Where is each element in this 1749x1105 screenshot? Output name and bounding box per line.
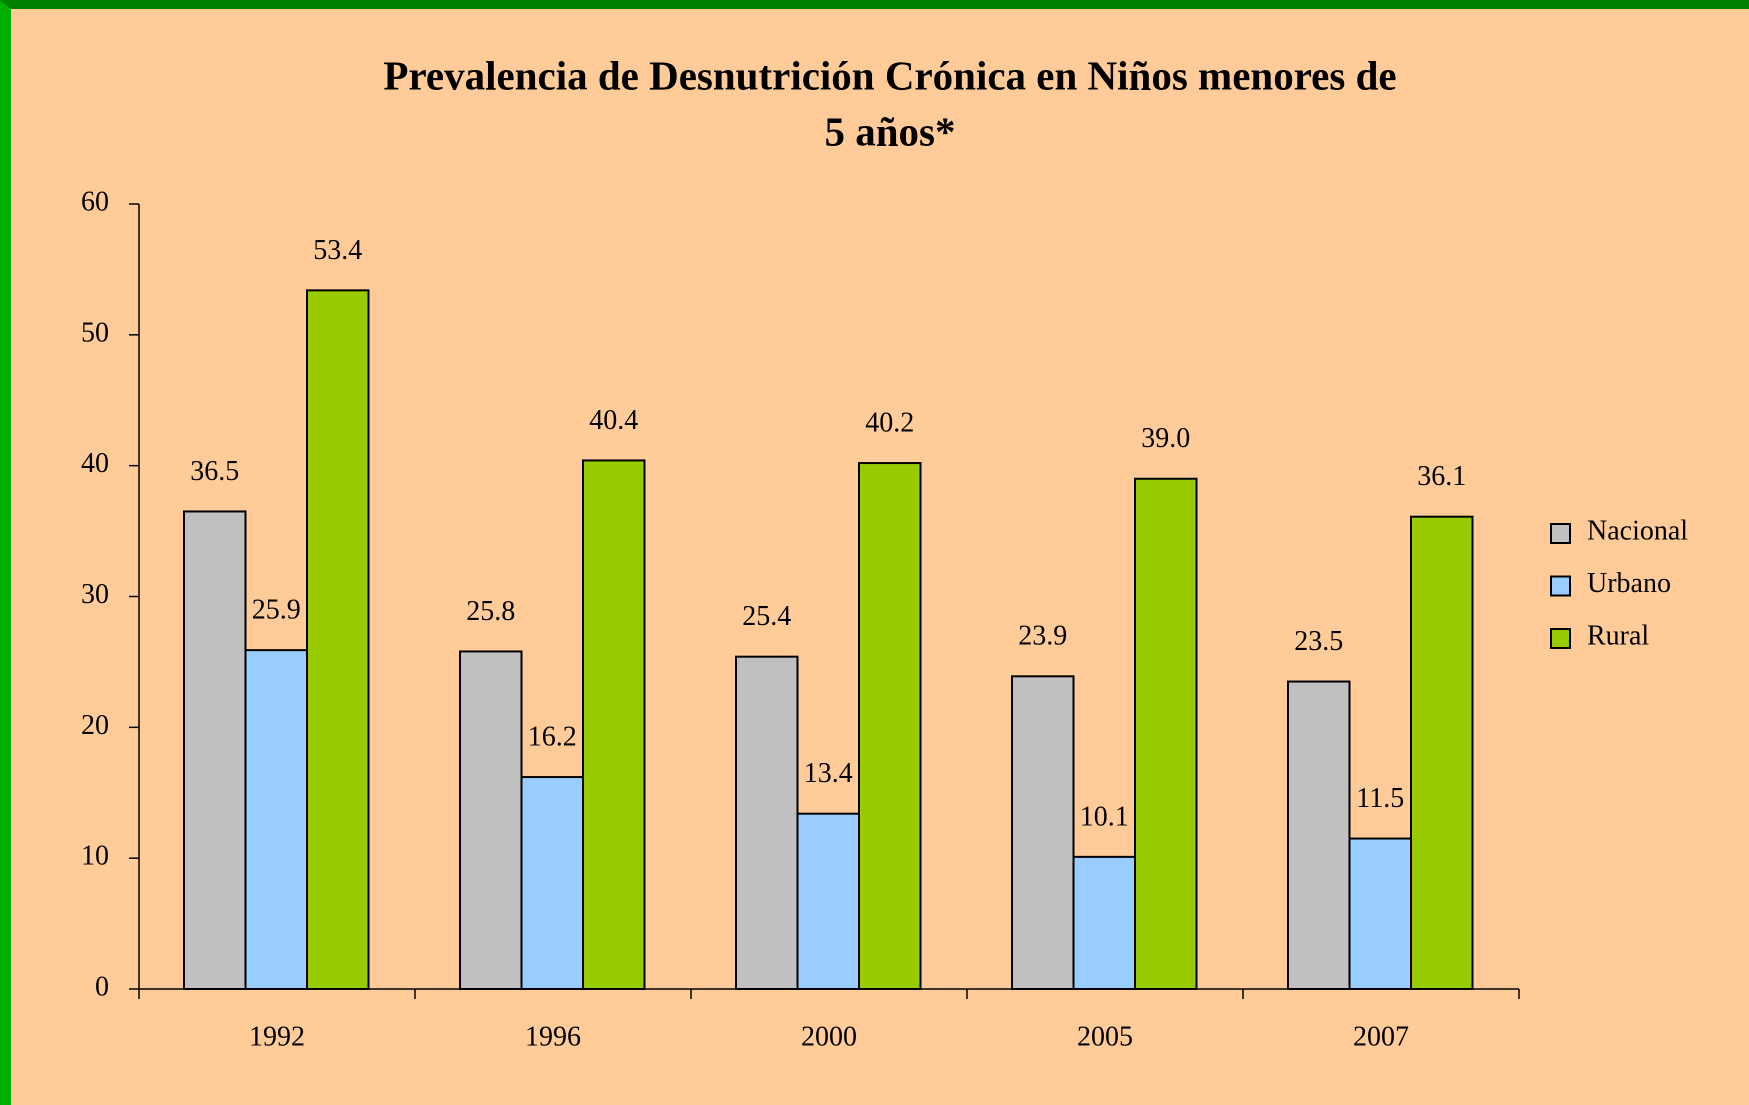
bar xyxy=(1134,477,1198,990)
data-label: 40.2 xyxy=(865,407,914,438)
legend-swatch xyxy=(1550,575,1571,597)
data-label: 23.5 xyxy=(1294,626,1343,657)
y-tick-label: 20 xyxy=(81,710,109,741)
y-tick-label: 60 xyxy=(81,186,109,217)
data-label: 36.5 xyxy=(190,456,239,487)
data-label: 13.4 xyxy=(804,758,853,789)
bar xyxy=(582,459,646,990)
chart-title: 5 años* xyxy=(824,108,955,154)
bar xyxy=(459,650,523,990)
x-tick-label: 1996 xyxy=(525,1021,581,1052)
x-tick-label: 2000 xyxy=(801,1021,857,1052)
x-tick-label: 2005 xyxy=(1077,1021,1133,1052)
data-label: 25.4 xyxy=(742,601,791,632)
legend-label: Nacional xyxy=(1587,515,1688,546)
bar xyxy=(244,649,308,990)
data-label: 25.9 xyxy=(252,595,301,626)
x-tick-label: 1992 xyxy=(249,1021,305,1052)
x-tick-label: 2007 xyxy=(1353,1021,1409,1052)
bar xyxy=(1072,855,1136,990)
bar xyxy=(858,462,922,990)
data-label: 23.9 xyxy=(1018,621,1067,652)
bar xyxy=(1011,675,1075,991)
data-label: 10.1 xyxy=(1080,801,1129,832)
legend-label: Urbano xyxy=(1587,568,1671,599)
data-label: 39.0 xyxy=(1141,423,1190,454)
y-tick-label: 30 xyxy=(81,579,109,610)
bar xyxy=(1410,515,1474,990)
bar xyxy=(796,812,860,991)
bar xyxy=(735,655,799,991)
y-tick-label: 50 xyxy=(81,317,109,348)
data-label: 36.1 xyxy=(1417,461,1466,492)
bar xyxy=(1348,837,1412,991)
data-label: 11.5 xyxy=(1356,783,1404,814)
bar xyxy=(1287,680,1351,991)
data-label: 25.8 xyxy=(466,596,515,627)
bar xyxy=(306,289,370,991)
data-label: 16.2 xyxy=(528,721,577,752)
data-label: 40.4 xyxy=(589,405,638,436)
y-tick-label: 0 xyxy=(95,971,109,1002)
legend-label: Rural xyxy=(1587,620,1649,651)
chart-title: Prevalencia de Desnutrición Crónica en N… xyxy=(383,52,1396,98)
legend-swatch xyxy=(1550,523,1571,544)
bar xyxy=(183,510,247,990)
y-tick-label: 40 xyxy=(81,448,109,479)
bar xyxy=(520,776,584,990)
legend-swatch xyxy=(1550,628,1571,649)
data-label: 53.4 xyxy=(313,235,362,266)
y-tick-label: 10 xyxy=(81,841,109,872)
